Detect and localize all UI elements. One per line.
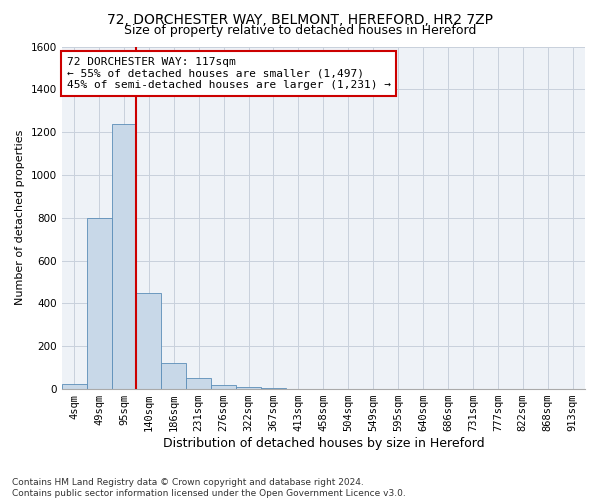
Bar xyxy=(236,387,261,389)
Bar xyxy=(186,378,211,389)
Bar xyxy=(136,292,161,389)
Bar xyxy=(62,384,86,389)
Text: Contains HM Land Registry data © Crown copyright and database right 2024.
Contai: Contains HM Land Registry data © Crown c… xyxy=(12,478,406,498)
X-axis label: Distribution of detached houses by size in Hereford: Distribution of detached houses by size … xyxy=(163,437,484,450)
Bar xyxy=(161,364,186,389)
Y-axis label: Number of detached properties: Number of detached properties xyxy=(15,130,25,306)
Bar xyxy=(261,388,286,389)
Bar xyxy=(211,385,236,389)
Bar xyxy=(112,124,136,389)
Text: Size of property relative to detached houses in Hereford: Size of property relative to detached ho… xyxy=(124,24,476,37)
Bar xyxy=(86,218,112,389)
Text: 72, DORCHESTER WAY, BELMONT, HEREFORD, HR2 7ZP: 72, DORCHESTER WAY, BELMONT, HEREFORD, H… xyxy=(107,12,493,26)
Text: 72 DORCHESTER WAY: 117sqm
← 55% of detached houses are smaller (1,497)
45% of se: 72 DORCHESTER WAY: 117sqm ← 55% of detac… xyxy=(67,57,391,90)
